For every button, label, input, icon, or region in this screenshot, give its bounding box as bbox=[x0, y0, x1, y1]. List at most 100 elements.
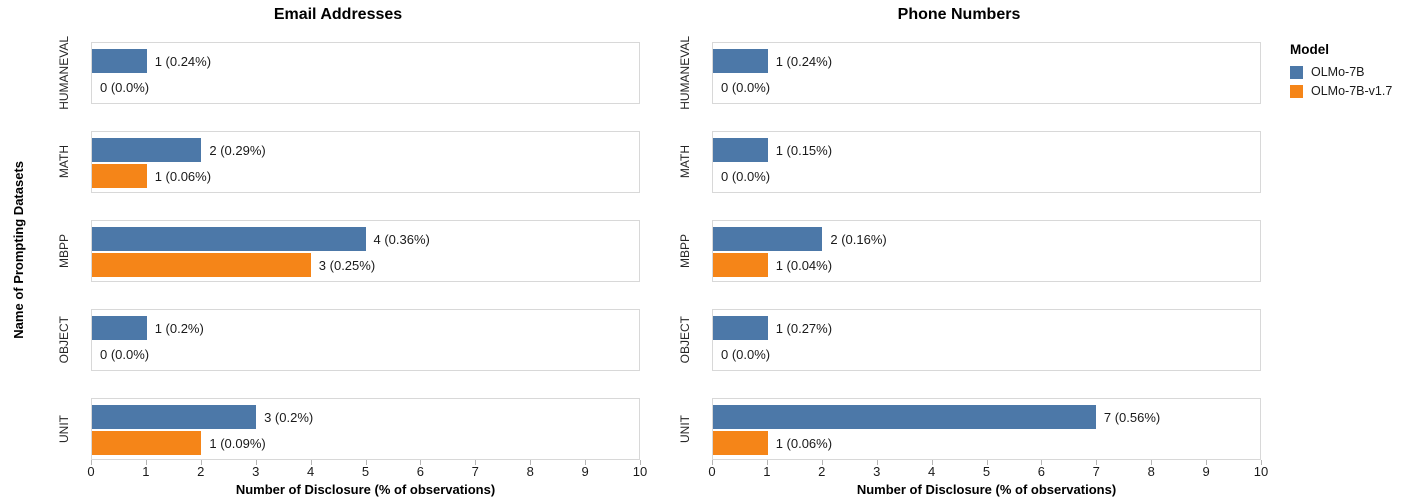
chart-email-addresses: Email Addresses HUMANEVAL 1 (0.24%) 0 (0.0%… bbox=[36, 0, 648, 497]
x-axis-tick bbox=[310, 460, 312, 465]
bar-track: 0 (0.0%) bbox=[713, 75, 1260, 99]
facet-label: UNIT bbox=[657, 398, 712, 460]
legend-item-label: OLMo-7B bbox=[1311, 65, 1365, 79]
bar-track: 0 (0.0%) bbox=[92, 75, 639, 99]
facet-label: HUMANEVAL bbox=[657, 36, 712, 110]
x-axis-tick-label: 2 bbox=[818, 464, 826, 479]
bar-track: 1 (0.04%) bbox=[713, 253, 1260, 277]
facet-panel: 2 (0.16%) 1 (0.04%) bbox=[712, 220, 1261, 282]
bar-value-label: 1 (0.2%) bbox=[154, 320, 204, 336]
x-axis-tick bbox=[530, 460, 532, 465]
facet-row-unit: UNIT 7 (0.56%) 1 (0.06%) bbox=[657, 398, 1261, 460]
y-axis-title: Name of Prompting Datasets bbox=[10, 161, 26, 339]
chart-phone-numbers: Phone Numbers HUMANEVAL 1 (0.24%) 0 (0.0%) M… bbox=[657, 0, 1269, 497]
x-axis-tick bbox=[712, 460, 713, 465]
x-axis-tick bbox=[1151, 460, 1153, 465]
facet-label: MBPP bbox=[657, 220, 712, 282]
x-axis-tick bbox=[1041, 460, 1043, 465]
bar-value-label: 1 (0.27%) bbox=[775, 320, 833, 336]
facet-label: HUMANEVAL bbox=[36, 36, 91, 110]
facet-panel: 3 (0.2%) 1 (0.09%) bbox=[91, 398, 640, 460]
facet-label-text: OBJECT bbox=[677, 316, 692, 364]
bar-track: 2 (0.16%) bbox=[713, 227, 1260, 251]
axis-spacer bbox=[36, 460, 91, 480]
bar-olmo-7b bbox=[92, 138, 202, 162]
bar-value-label: 0 (0.0%) bbox=[721, 168, 771, 184]
legend-item-olmo-7b-v1-7: OLMo-7B-v1.7 bbox=[1290, 84, 1410, 98]
bar-value-label: 0 (0.0%) bbox=[721, 346, 771, 362]
bar-track: 1 (0.24%) bbox=[713, 49, 1260, 73]
x-axis-tick-label: 9 bbox=[581, 464, 589, 479]
facet-label-text: HUMANEVAL bbox=[677, 36, 692, 110]
x-axis-tick-label: 7 bbox=[471, 464, 479, 479]
x-axis-tick bbox=[475, 460, 477, 465]
facet-label-text: MATH bbox=[56, 145, 71, 179]
bar-value-label: 7 (0.56%) bbox=[1103, 409, 1161, 425]
axis-spacer bbox=[657, 480, 712, 497]
facet-panel: 4 (0.36%) 3 (0.25%) bbox=[91, 220, 640, 282]
x-axis-tick bbox=[91, 460, 92, 465]
bar-track: 3 (0.25%) bbox=[92, 253, 639, 277]
bar-value-label: 1 (0.06%) bbox=[154, 168, 212, 184]
facet-panel: 1 (0.2%) 0 (0.0%) bbox=[91, 309, 640, 371]
facet-row-object: OBJECT 1 (0.27%) 0 (0.0%) bbox=[657, 309, 1261, 371]
facet-label-text: UNIT bbox=[56, 415, 71, 443]
bar-value-label: 1 (0.06%) bbox=[775, 435, 833, 451]
y-axis-title-column: Name of Prompting Datasets bbox=[2, 42, 34, 458]
facet-label-text: MBPP bbox=[677, 233, 692, 268]
facet-panel: 1 (0.24%) 0 (0.0%) bbox=[712, 42, 1261, 104]
x-axis-tick bbox=[1206, 460, 1208, 465]
bar-track: 0 (0.0%) bbox=[713, 342, 1260, 366]
facet-row-humaneval: HUMANEVAL 1 (0.24%) 0 (0.0%) bbox=[657, 36, 1261, 110]
x-axis-tick-label: 10 bbox=[632, 464, 648, 479]
x-axis-tick-label: 1 bbox=[763, 464, 771, 479]
facet-row-math: MATH 1 (0.15%) 0 (0.0%) bbox=[657, 131, 1261, 193]
bar-track: 3 (0.2%) bbox=[92, 405, 639, 429]
bar-olmo-7b bbox=[92, 227, 366, 251]
facet-panel: 1 (0.27%) 0 (0.0%) bbox=[712, 309, 1261, 371]
x-axis-tick-label: 6 bbox=[1037, 464, 1046, 479]
facet-panel: 7 (0.56%) 1 (0.06%) bbox=[712, 398, 1261, 460]
bar-track: 7 (0.56%) bbox=[713, 405, 1260, 429]
x-axis: 0 1 2 3 4 5 6 7 8 9 10 bbox=[657, 460, 1268, 480]
x-axis-tick-label: 5 bbox=[982, 464, 991, 479]
legend-item-olmo-7b: OLMo-7B bbox=[1290, 65, 1410, 79]
bar-olmo-7b-v1-7 bbox=[92, 164, 147, 188]
x-axis-title: Number of Disclosure (% of observations) bbox=[235, 482, 496, 497]
charts-area: Email Addresses HUMANEVAL 1 (0.24%) 0 (0.0%… bbox=[36, 0, 1269, 497]
facet-label-text: HUMANEVAL bbox=[56, 36, 71, 110]
facet-row-humaneval: HUMANEVAL 1 (0.24%) 0 (0.0%) bbox=[36, 36, 640, 110]
bar-value-label: 3 (0.25%) bbox=[318, 257, 376, 273]
facet-label-text: MATH bbox=[677, 145, 692, 179]
x-axis-tick bbox=[200, 460, 202, 465]
bar-track: 1 (0.2%) bbox=[92, 316, 639, 340]
bar-value-label: 3 (0.2%) bbox=[264, 409, 314, 425]
bar-track: 0 (0.0%) bbox=[713, 164, 1260, 188]
bar-track: 1 (0.15%) bbox=[713, 138, 1260, 162]
legend: Model OLMo-7B OLMo-7B-v1.7 bbox=[1290, 42, 1410, 103]
bar-track: 1 (0.06%) bbox=[92, 164, 639, 188]
bar-olmo-7b-v1-7 bbox=[713, 253, 768, 277]
x-axis-tick-label: 8 bbox=[1147, 464, 1155, 479]
legend-item-label: OLMo-7B-v1.7 bbox=[1311, 84, 1393, 98]
facet-label: OBJECT bbox=[657, 309, 712, 371]
x-axis-tick-label: 9 bbox=[1202, 464, 1210, 479]
x-axis-tick-label: 2 bbox=[197, 464, 205, 479]
bar-track: 1 (0.09%) bbox=[92, 431, 639, 455]
facet-row-mbpp: MBPP 4 (0.36%) 3 (0.25%) bbox=[36, 220, 640, 282]
facet-label: MATH bbox=[36, 131, 91, 193]
facet-row-object: OBJECT 1 (0.2%) 0 (0.0%) bbox=[36, 309, 640, 371]
x-axis-tick-label: 0 bbox=[87, 464, 95, 479]
bar-track: 4 (0.36%) bbox=[92, 227, 639, 251]
bar-track: 2 (0.29%) bbox=[92, 138, 639, 162]
facet-label: MATH bbox=[657, 131, 712, 193]
facet-label: MBPP bbox=[36, 220, 91, 282]
legend-items: OLMo-7B OLMo-7B-v1.7 bbox=[1290, 65, 1410, 98]
facet-label: UNIT bbox=[36, 398, 91, 460]
bar-track: 1 (0.24%) bbox=[92, 49, 639, 73]
legend-title: Model bbox=[1290, 42, 1329, 57]
x-axis-tick-label: 1 bbox=[142, 464, 150, 479]
x-axis-tick bbox=[585, 460, 587, 465]
bar-value-label: 0 (0.0%) bbox=[100, 346, 150, 362]
x-axis-title: Number of Disclosure (% of observations) bbox=[856, 482, 1117, 497]
